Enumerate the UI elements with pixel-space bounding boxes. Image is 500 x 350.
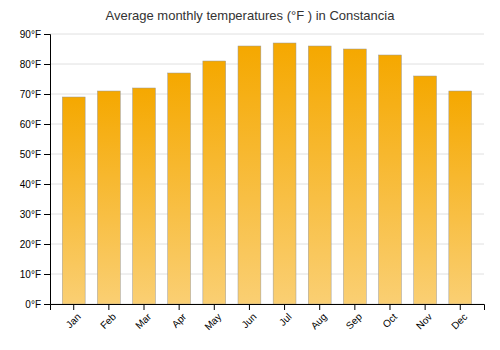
y-axis-line bbox=[44, 35, 51, 305]
y-tick-mark bbox=[44, 64, 50, 65]
bar bbox=[308, 46, 331, 304]
grid-line bbox=[50, 64, 484, 65]
x-tick-mark bbox=[214, 304, 215, 310]
x-tick-label: Sep bbox=[344, 311, 365, 332]
x-axis: Jan Feb Mar Apr May Jun Jul Aug Sep Oct Nov Dec bbox=[51, 304, 485, 332]
x-tick: Oct bbox=[380, 304, 399, 330]
y-tick-mark bbox=[44, 124, 50, 125]
y-tick: 0°F bbox=[25, 299, 50, 310]
bar bbox=[273, 43, 296, 304]
x-tick: Jul bbox=[277, 304, 294, 328]
y-tick: 10°F bbox=[20, 269, 50, 280]
x-tick-mark bbox=[144, 304, 145, 310]
x-tick-mark bbox=[179, 304, 180, 310]
grid-line bbox=[50, 34, 484, 35]
x-tick-mark bbox=[319, 304, 320, 310]
x-tick-label: Dec bbox=[449, 311, 469, 331]
bar bbox=[62, 97, 85, 304]
x-tick-mark bbox=[425, 304, 426, 310]
y-tick-mark bbox=[44, 94, 50, 95]
x-tick-label: Jun bbox=[239, 311, 258, 330]
y-axis: 0°F 10°F 20°F 30°F 40°F 50°F 60°F 70°F 80°F 90°F bbox=[20, 29, 51, 310]
y-tick: 70°F bbox=[20, 89, 50, 100]
chart: 0°F 10°F 20°F 30°F 40°F 50°F 60°F 70°F 80°F 90°F J… bbox=[0, 0, 500, 350]
x-tick: Aug bbox=[309, 304, 329, 331]
y-tick-mark bbox=[44, 214, 50, 215]
bar bbox=[168, 73, 191, 304]
y-tick-label: 50°F bbox=[20, 149, 41, 160]
x-tick-label: Aug bbox=[309, 311, 329, 331]
bar bbox=[379, 55, 402, 304]
y-tick: 90°F bbox=[20, 29, 50, 40]
y-tick: 40°F bbox=[20, 179, 50, 190]
y-tick-mark bbox=[44, 34, 50, 35]
bars bbox=[62, 43, 471, 304]
y-tick-mark bbox=[44, 244, 50, 245]
x-tick-mark bbox=[284, 304, 285, 310]
y-tick-label: 80°F bbox=[20, 59, 41, 70]
x-tick: Mar bbox=[133, 304, 153, 331]
bar bbox=[449, 91, 472, 304]
y-tick-label: 70°F bbox=[20, 89, 41, 100]
x-tick-mark bbox=[73, 304, 74, 310]
x-tick-mark bbox=[460, 304, 461, 310]
y-tick: 20°F bbox=[20, 239, 50, 250]
x-tick: Jun bbox=[239, 304, 258, 330]
x-tick: Nov bbox=[414, 304, 434, 331]
x-tick-label: Apr bbox=[170, 311, 189, 330]
x-tick: May bbox=[202, 304, 223, 332]
x-tick: Feb bbox=[98, 304, 118, 331]
x-tick-mark bbox=[108, 304, 109, 310]
x-tick-label: Jul bbox=[277, 311, 294, 328]
x-tick-label: Oct bbox=[380, 311, 399, 330]
y-tick-mark bbox=[44, 184, 50, 185]
bar bbox=[343, 49, 366, 304]
y-tick: 80°F bbox=[20, 59, 50, 70]
plot: 0°F 10°F 20°F 30°F 40°F 50°F 60°F 70°F 80°F 90°F J… bbox=[20, 29, 485, 333]
title: Average monthly temperatures (°F ) in Co… bbox=[106, 8, 396, 23]
x-tick-mark bbox=[249, 304, 250, 310]
bar bbox=[133, 88, 156, 304]
x-tick-mark bbox=[354, 304, 355, 310]
x-tick-label: Jan bbox=[64, 311, 83, 330]
y-tick-label: 90°F bbox=[20, 29, 41, 40]
x-tick-label: Feb bbox=[98, 311, 118, 331]
x-tick-label: Nov bbox=[414, 311, 434, 331]
y-tick-label: 10°F bbox=[20, 269, 41, 280]
x-tick: Sep bbox=[344, 304, 365, 331]
x-tick: Dec bbox=[449, 304, 469, 331]
y-tick-mark bbox=[44, 304, 50, 305]
x-tick: Apr bbox=[170, 304, 189, 330]
y-tick: 30°F bbox=[20, 209, 50, 220]
y-tick-label: 60°F bbox=[20, 119, 41, 130]
grid bbox=[50, 34, 484, 304]
x-tick-mark bbox=[389, 304, 390, 310]
y-tick: 60°F bbox=[20, 119, 50, 130]
y-tick-mark bbox=[44, 274, 50, 275]
y-tick-label: 40°F bbox=[20, 179, 41, 190]
x-tick-label: May bbox=[202, 311, 223, 332]
x-axis-line bbox=[51, 305, 485, 311]
bar bbox=[238, 46, 261, 304]
x-tick-label: Mar bbox=[133, 311, 153, 331]
x-tick: Jan bbox=[64, 304, 83, 330]
y-tick: 50°F bbox=[20, 149, 50, 160]
bar bbox=[414, 76, 437, 304]
y-tick-mark bbox=[44, 154, 50, 155]
bar bbox=[203, 61, 226, 304]
y-tick-label: 30°F bbox=[20, 209, 41, 220]
bar bbox=[97, 91, 120, 304]
y-tick-label: 0°F bbox=[25, 299, 41, 310]
y-tick-label: 20°F bbox=[20, 239, 41, 250]
